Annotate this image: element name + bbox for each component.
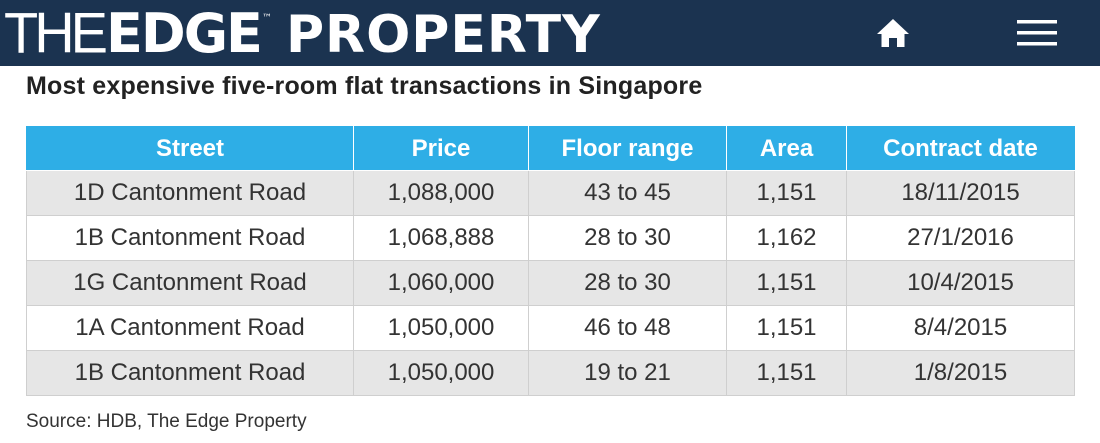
cell-price: 1,060,000 <box>353 260 529 306</box>
table-row: 1D Cantonment Road 1,088,000 43 to 45 1,… <box>26 170 1075 216</box>
table-row: 1B Cantonment Road 1,050,000 19 to 21 1,… <box>26 350 1075 396</box>
cell-price: 1,068,888 <box>353 215 529 261</box>
cell-floor-range: 43 to 45 <box>528 170 727 216</box>
cell-area: 1,151 <box>726 350 847 396</box>
cell-area: 1,151 <box>726 170 847 216</box>
cell-street: 1B Cantonment Road <box>26 350 354 396</box>
table-header-row: Street Price Floor range Area Contract d… <box>26 126 1075 171</box>
cell-area: 1,151 <box>726 305 847 351</box>
top-navigation-bar: THE EDGE ™ PROPERTY <box>0 0 1100 66</box>
cell-street: 1B Cantonment Road <box>26 215 354 261</box>
transactions-table: Street Price Floor range Area Contract d… <box>26 126 1075 396</box>
column-header-area: Area <box>726 126 847 171</box>
column-header-price: Price <box>353 126 529 171</box>
cell-contract-date: 10/4/2015 <box>846 260 1075 306</box>
column-header-contract-date: Contract date <box>846 126 1075 171</box>
cell-floor-range: 28 to 30 <box>528 215 727 261</box>
cell-price: 1,050,000 <box>353 350 529 396</box>
cell-street: 1D Cantonment Road <box>26 170 354 216</box>
column-header-floor-range: Floor range <box>528 126 727 171</box>
cell-area: 1,162 <box>726 215 847 261</box>
logo-property: PROPERTY <box>285 5 601 65</box>
cell-street: 1A Cantonment Road <box>26 305 354 351</box>
home-icon <box>877 19 909 47</box>
logo-the: THE <box>4 0 108 65</box>
column-header-street: Street <box>26 126 354 171</box>
cell-price: 1,050,000 <box>353 305 529 351</box>
cell-floor-range: 19 to 21 <box>528 350 727 396</box>
home-button[interactable] <box>870 12 916 54</box>
source-note: Source: HDB, The Edge Property <box>26 411 307 432</box>
cell-price: 1,088,000 <box>353 170 529 216</box>
logo-trademark: ™ <box>261 13 272 24</box>
cell-contract-date: 1/8/2015 <box>846 350 1075 396</box>
cell-contract-date: 18/11/2015 <box>846 170 1075 216</box>
cell-street: 1G Cantonment Road <box>26 260 354 306</box>
table-row: 1B Cantonment Road 1,068,888 28 to 30 1,… <box>26 215 1075 261</box>
page-title: Most expensive five-room flat transactio… <box>26 72 703 100</box>
cell-contract-date: 27/1/2016 <box>846 215 1075 261</box>
table-row: 1A Cantonment Road 1,050,000 46 to 48 1,… <box>26 305 1075 351</box>
logo-edge: EDGE <box>106 2 263 65</box>
cell-area: 1,151 <box>726 260 847 306</box>
cell-floor-range: 28 to 30 <box>528 260 727 306</box>
cell-contract-date: 8/4/2015 <box>846 305 1075 351</box>
cell-floor-range: 46 to 48 <box>528 305 727 351</box>
the-edge-property-logo[interactable]: THE EDGE ™ PROPERTY <box>4 0 601 65</box>
menu-button[interactable] <box>1012 12 1062 54</box>
hamburger-menu-icon <box>1017 20 1057 46</box>
table-row: 1G Cantonment Road 1,060,000 28 to 30 1,… <box>26 260 1075 306</box>
